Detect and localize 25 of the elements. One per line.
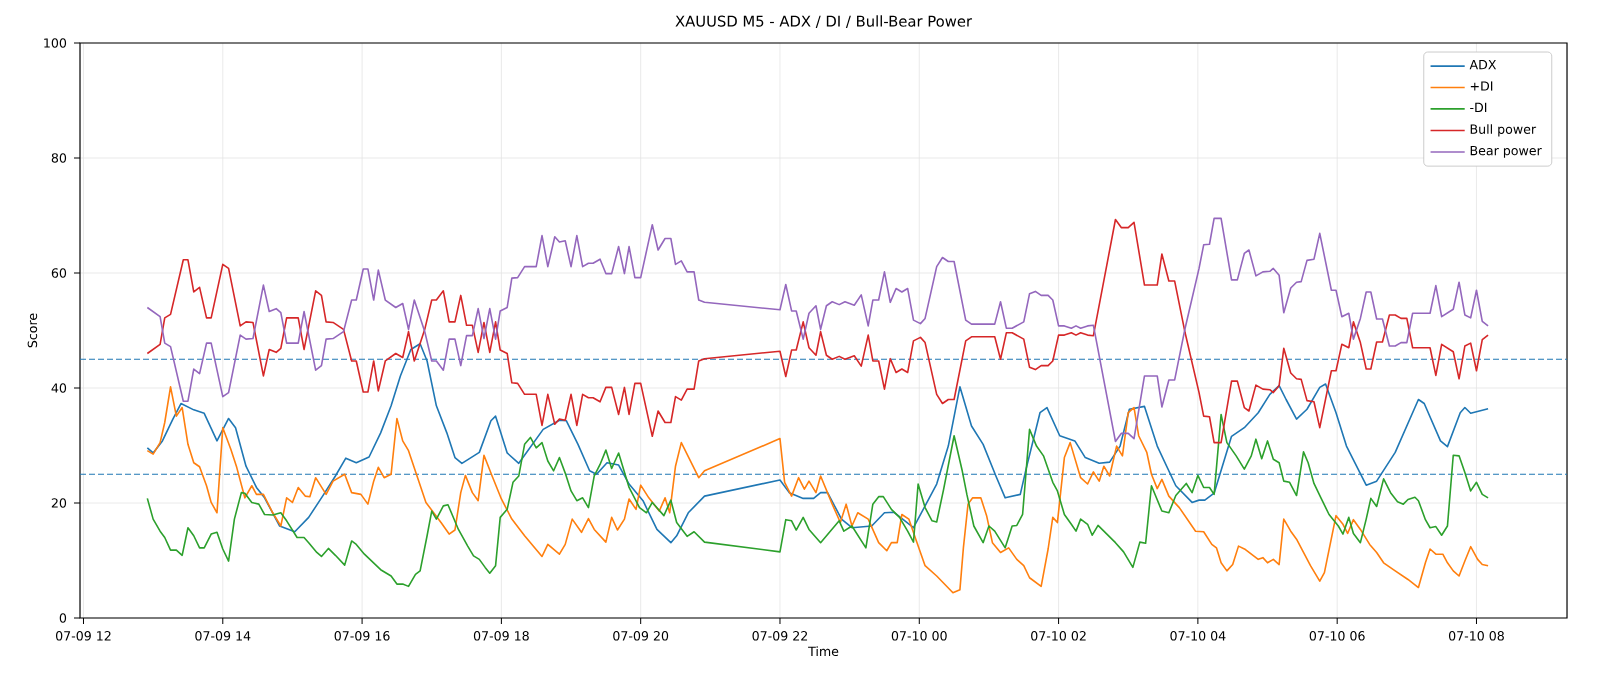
y-axis-title: Score: [27, 313, 38, 348]
x-tick-label: 07-09 12: [55, 631, 111, 641]
x-tick-label: 07-10 04: [1170, 631, 1226, 641]
chart-title: XAUUSD M5 - ADX / DI / Bull-Bear Power: [675, 15, 973, 28]
x-tick-label: 07-10 02: [1031, 631, 1086, 641]
x-axis-title: Time: [808, 646, 839, 657]
y-tick-label: 100: [44, 38, 67, 48]
legend-label: -DI: [1470, 102, 1487, 112]
legend-label: +DI: [1470, 81, 1493, 91]
y-tick-label: 0: [59, 613, 67, 623]
x-tick-label: 07-09 20: [613, 631, 669, 641]
x-tick-label: 07-09 22: [752, 631, 808, 641]
x-tick-label: 07-09 14: [195, 631, 251, 641]
y-tick-label: 20: [51, 498, 67, 508]
legend-label: Bear power: [1470, 145, 1542, 158]
x-tick-label: 07-09 18: [473, 631, 529, 641]
y-tick-label: 60: [51, 268, 67, 278]
x-tick-label: 07-10 08: [1448, 631, 1504, 641]
legend-label: Bull power: [1470, 124, 1537, 137]
x-tick-label: 07-10 06: [1309, 631, 1365, 641]
y-tick-label: 40: [51, 383, 67, 393]
x-tick-label: 07-09 16: [334, 631, 390, 641]
x-tick-label: 07-10 00: [891, 631, 947, 641]
legend-label: ADX: [1469, 60, 1497, 70]
y-tick-label: 80: [51, 153, 67, 163]
